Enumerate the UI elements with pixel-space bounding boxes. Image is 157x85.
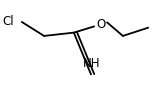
Text: Cl: Cl — [3, 15, 14, 28]
Text: NH: NH — [83, 57, 100, 70]
Text: O: O — [96, 18, 105, 31]
